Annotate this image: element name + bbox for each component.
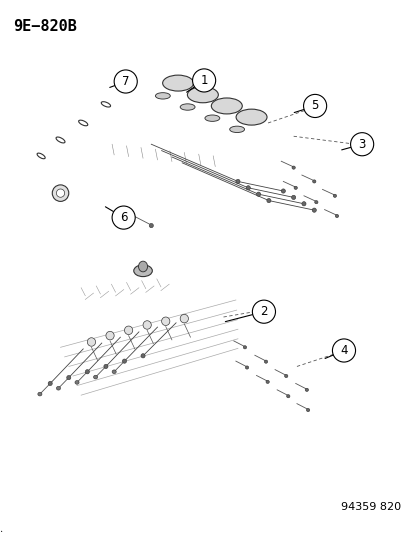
Text: 1: 1 (200, 74, 207, 87)
Ellipse shape (75, 381, 79, 384)
Ellipse shape (78, 120, 88, 126)
Ellipse shape (304, 388, 308, 391)
Ellipse shape (243, 346, 246, 349)
Circle shape (52, 185, 69, 201)
Circle shape (112, 206, 135, 229)
Ellipse shape (293, 186, 297, 189)
Ellipse shape (314, 200, 317, 204)
Ellipse shape (211, 98, 242, 114)
Ellipse shape (161, 317, 169, 326)
Ellipse shape (180, 104, 195, 110)
Ellipse shape (256, 192, 260, 196)
Text: 7: 7 (122, 75, 129, 88)
Text: 6: 6 (120, 211, 127, 224)
Ellipse shape (56, 386, 60, 390)
Ellipse shape (291, 166, 294, 169)
Circle shape (56, 189, 64, 197)
Ellipse shape (180, 314, 188, 323)
Ellipse shape (235, 109, 266, 125)
Ellipse shape (66, 375, 71, 379)
Ellipse shape (162, 75, 193, 91)
Ellipse shape (286, 394, 289, 398)
Ellipse shape (133, 265, 152, 277)
Ellipse shape (291, 195, 295, 199)
Ellipse shape (301, 201, 305, 206)
Ellipse shape (104, 365, 108, 368)
Text: 9E−820B: 9E−820B (13, 19, 77, 34)
Text: 2: 2 (259, 305, 267, 318)
Ellipse shape (149, 223, 153, 228)
Ellipse shape (85, 369, 89, 374)
Ellipse shape (93, 375, 97, 379)
Ellipse shape (141, 354, 145, 358)
Ellipse shape (246, 185, 250, 190)
Ellipse shape (266, 198, 270, 203)
Ellipse shape (204, 115, 219, 122)
Ellipse shape (138, 261, 147, 272)
Ellipse shape (235, 179, 240, 183)
Ellipse shape (155, 93, 170, 99)
Circle shape (192, 69, 215, 92)
Ellipse shape (335, 214, 338, 217)
Ellipse shape (101, 102, 110, 107)
Ellipse shape (87, 338, 95, 346)
Ellipse shape (311, 208, 316, 212)
Ellipse shape (56, 137, 65, 143)
Ellipse shape (187, 87, 218, 103)
Ellipse shape (332, 194, 336, 197)
Ellipse shape (280, 189, 285, 193)
Ellipse shape (143, 321, 151, 329)
Ellipse shape (245, 366, 248, 369)
Circle shape (303, 94, 326, 117)
Circle shape (350, 133, 373, 156)
Ellipse shape (48, 381, 52, 385)
Ellipse shape (229, 126, 244, 133)
Ellipse shape (312, 180, 315, 183)
Text: 4: 4 (339, 344, 347, 357)
Circle shape (114, 70, 137, 93)
Circle shape (252, 300, 275, 323)
Ellipse shape (106, 332, 114, 340)
Text: 94359 820: 94359 820 (340, 502, 400, 512)
Text: 5: 5 (311, 100, 318, 112)
Ellipse shape (266, 380, 268, 383)
Text: 3: 3 (358, 138, 365, 151)
Ellipse shape (284, 374, 287, 377)
Ellipse shape (112, 370, 116, 374)
Ellipse shape (124, 326, 133, 335)
Ellipse shape (306, 408, 309, 411)
Ellipse shape (264, 360, 267, 364)
Ellipse shape (122, 359, 126, 364)
Ellipse shape (123, 83, 132, 88)
Circle shape (332, 339, 355, 362)
Ellipse shape (38, 392, 42, 396)
Ellipse shape (37, 153, 45, 159)
